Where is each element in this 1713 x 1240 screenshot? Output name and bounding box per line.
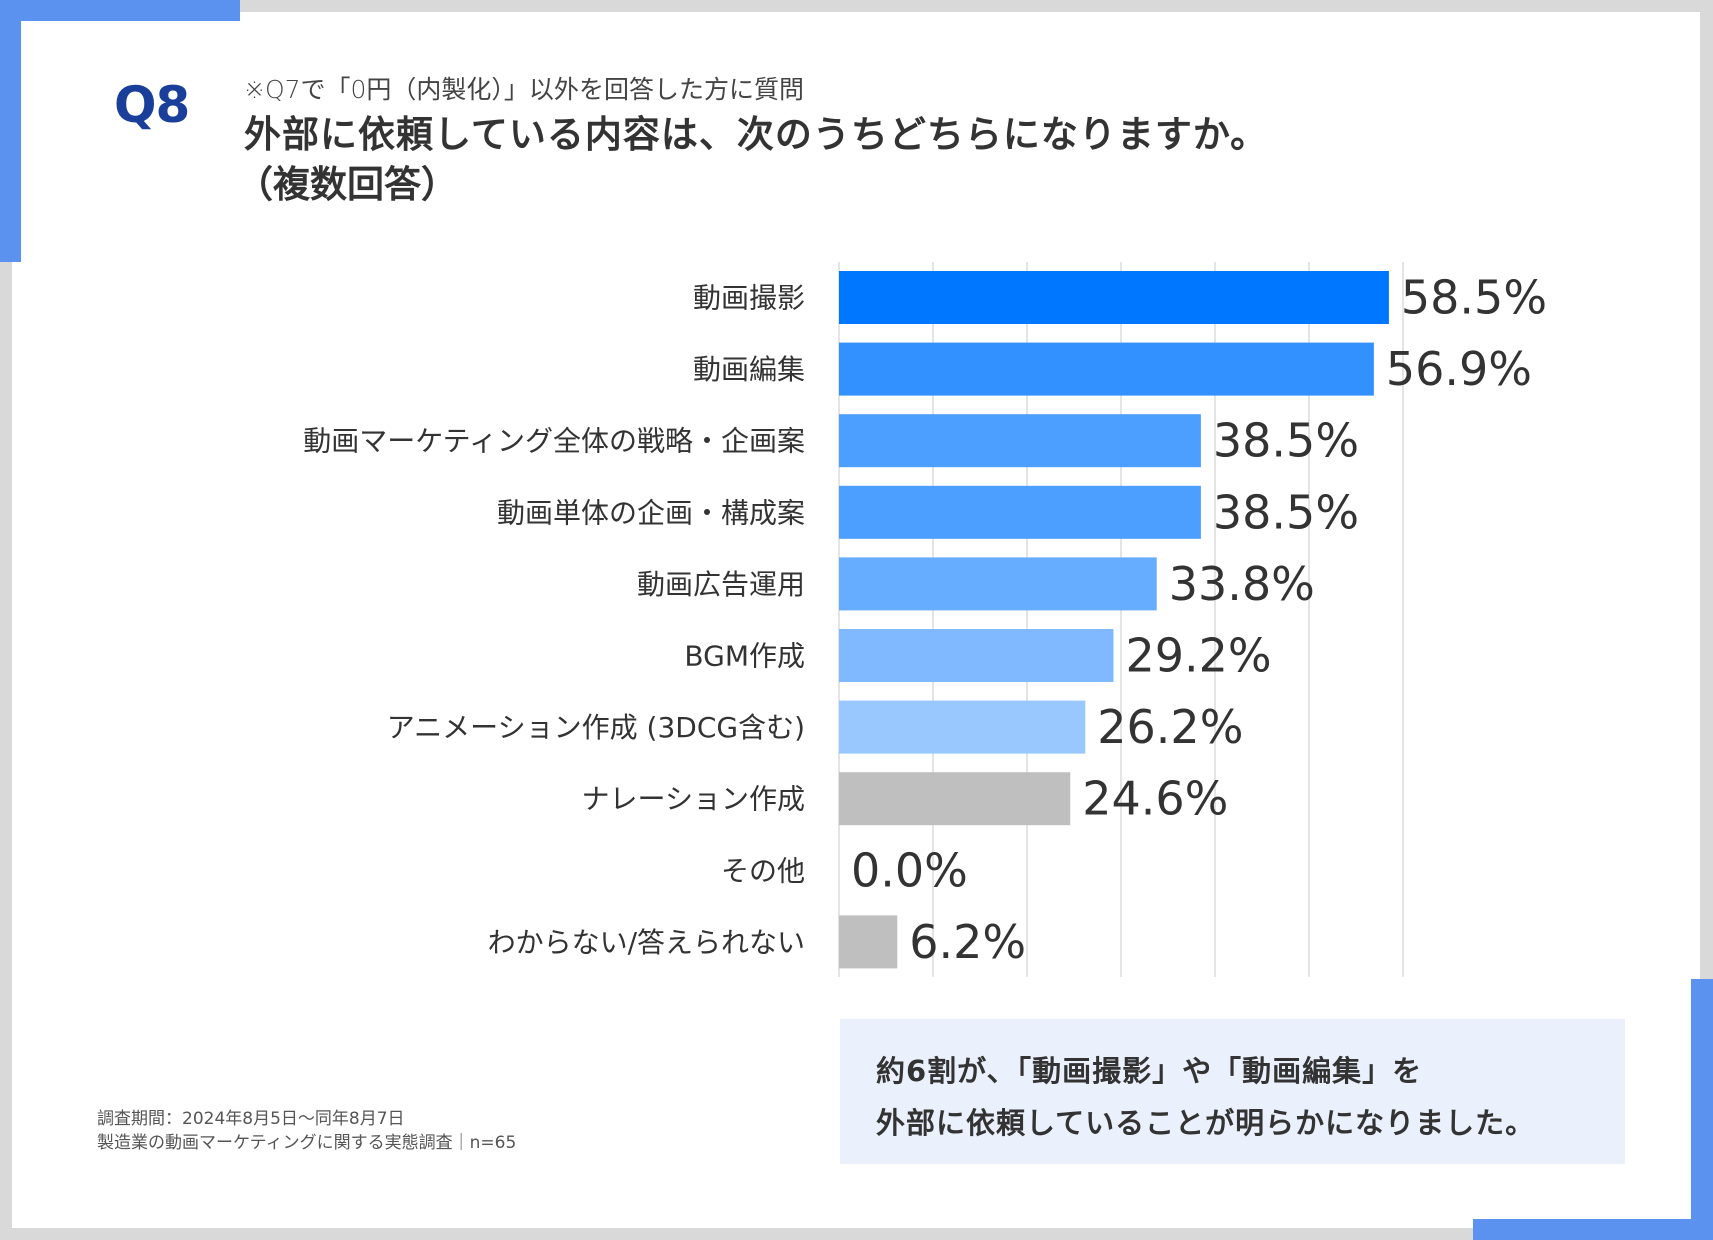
value-label: 0.0% — [851, 843, 968, 897]
bar — [839, 629, 1114, 682]
value-label: 58.5% — [1401, 271, 1547, 325]
question-number: Q8 — [114, 76, 190, 134]
bar — [839, 414, 1201, 468]
value-label: 24.6% — [1082, 772, 1228, 826]
survey-period: 調査期間：2024年8月5日～同年8月7日 — [97, 1109, 405, 1129]
bar — [839, 700, 1086, 754]
bars — [839, 271, 1389, 969]
bracket-top-left-vertical — [0, 0, 21, 262]
summary-line-1: 約6割が、「動画撮影」や「動画編集」を — [876, 1054, 1423, 1088]
category-labels: 動画撮影動画編集動画マーケティング全体の戦略・企画案動画単体の企画・構成案動画広… — [303, 282, 805, 959]
footnote: 調査期間：2024年8月5日～同年8月7日 製造業の動画マーケティングに関する実… — [97, 1107, 516, 1155]
value-label: 56.9% — [1386, 342, 1532, 396]
category-label: 動画広告運用 — [637, 568, 805, 601]
bar — [839, 485, 1201, 539]
category-label: わからない/答えられない — [488, 926, 805, 959]
survey-name: 製造業の動画マーケティングに関する実態調査｜n=65 — [97, 1133, 517, 1153]
category-label: アニメーション作成 (3DCG含む) — [387, 711, 805, 744]
category-label: ナレーション作成 — [582, 783, 805, 816]
value-label: 38.5% — [1213, 485, 1359, 539]
summary-line-2: 外部に依頼していることが明らかになりました。 — [876, 1106, 1536, 1140]
value-labels: 58.5% 56.9% 38.5% 38.5% 33.8% 29.2% 26.2% 24.6%… — [851, 271, 1547, 969]
value-label: 26.2% — [1097, 700, 1243, 754]
value-label: 6.2% — [909, 915, 1026, 969]
value-label: 38.5% — [1213, 414, 1359, 468]
category-label: 動画撮影 — [693, 282, 805, 315]
bar — [839, 772, 1071, 826]
bracket-bottom-right-horizontal — [1473, 1219, 1713, 1240]
question-title: 外部に依頼している内容は、次のうちどちらになりますか。 — [244, 113, 1269, 156]
summary-callout: 約6割が、「動画撮影」や「動画編集」を 外部に依頼していることが明らかになりまし… — [840, 1019, 1625, 1164]
category-label: BGM作成 — [684, 640, 805, 673]
value-label: 29.2% — [1125, 629, 1271, 683]
question-title-multiple: （複数回答） — [236, 163, 458, 206]
bracket-top-left-horizontal — [0, 0, 240, 21]
question-note: ※Q7で「0円（内製化）」以外を回答した方に質問 — [244, 75, 804, 104]
category-label: 動画マーケティング全体の戦略・企画案 — [303, 425, 805, 458]
bar — [839, 915, 898, 969]
bar — [839, 271, 1389, 324]
category-label: 動画編集 — [693, 353, 805, 386]
summary-text: 約6割が、「動画撮影」や「動画編集」を 外部に依頼していることが明らかになりまし… — [876, 1045, 1535, 1149]
bar — [839, 342, 1374, 396]
category-label: 動画単体の企画・構成案 — [497, 496, 805, 529]
bracket-bottom-right-vertical — [1691, 979, 1713, 1240]
bar — [839, 557, 1157, 611]
category-label: その他 — [721, 854, 805, 887]
bar-chart: 動画撮影動画編集動画マーケティング全体の戦略・企画案動画単体の企画・構成案動画広… — [303, 262, 1547, 977]
value-label: 33.8% — [1169, 557, 1315, 611]
